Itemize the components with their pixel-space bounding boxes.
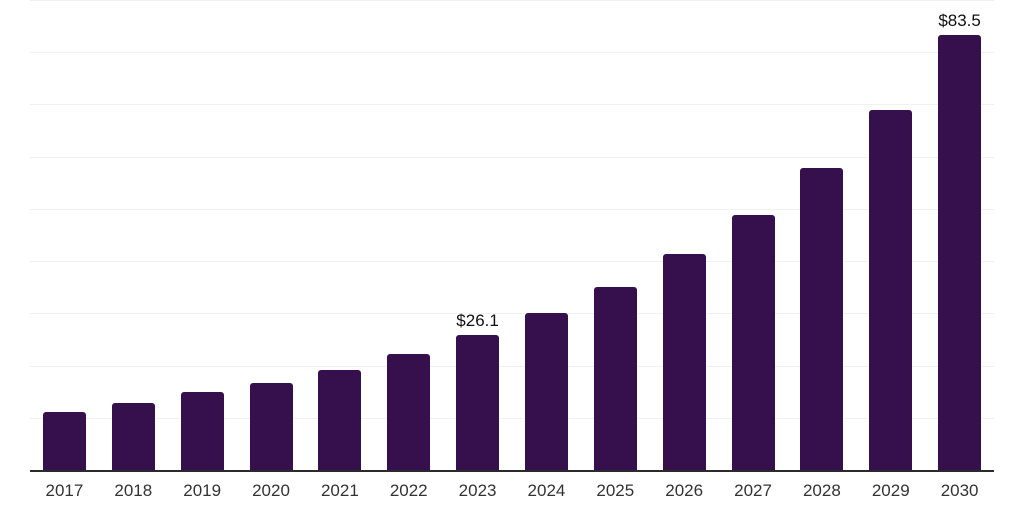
- bar-band-2029: [856, 1, 925, 471]
- bar-band-2019: [168, 1, 237, 471]
- bar-band-2017: [30, 1, 99, 471]
- bar-band-2023: $26.1: [443, 1, 512, 471]
- bar-2022: [387, 353, 431, 471]
- x-axis-line: [30, 470, 994, 472]
- x-axis-label-2025: 2025: [596, 481, 635, 500]
- x-axis-label-2022: 2022: [389, 481, 428, 500]
- bar-2020: [249, 383, 293, 471]
- gridline-30: [30, 313, 994, 315]
- x-axis-label-2029: 2029: [871, 481, 910, 500]
- gridline-40: [30, 261, 994, 263]
- x-axis-label-2023: 2023: [458, 481, 497, 500]
- x-axis-label-2020: 2020: [252, 481, 290, 500]
- bar-2026: [662, 253, 706, 471]
- value-label-2030: $83.5: [938, 10, 981, 30]
- gridline-80: [30, 52, 994, 54]
- bar-band-2028: [787, 1, 856, 471]
- bar-band-2027: [719, 1, 788, 471]
- bar-2028: [800, 168, 844, 471]
- bar-band-2030: $83.5: [925, 1, 994, 471]
- x-axis-label-2018: 2018: [114, 481, 153, 500]
- x-axis-label-2026: 2026: [665, 481, 704, 500]
- gridline-70: [30, 104, 994, 106]
- value-label-2023: $26.1: [456, 310, 499, 330]
- bar-2017: [42, 412, 86, 471]
- bar-2024: [524, 312, 568, 471]
- bar-2025: [593, 286, 637, 471]
- gridline-10: [30, 417, 994, 419]
- bar-band-2021: [305, 1, 374, 471]
- bar-band-2026: [650, 1, 719, 471]
- x-axis-label-2030: 2030: [940, 481, 979, 500]
- plot-area: $26.1 $83.5: [30, 0, 994, 472]
- x-axis-label-2019: 2019: [183, 481, 222, 500]
- bar-2030: [938, 34, 982, 471]
- bar-2023: [456, 334, 500, 471]
- bar-band-2018: [99, 1, 168, 471]
- x-axis-label-2024: 2024: [527, 481, 566, 500]
- gridline-50: [30, 208, 994, 210]
- x-axis-label-2021: 2021: [320, 481, 359, 500]
- bar-2019: [180, 391, 224, 471]
- x-axis-label-2028: 2028: [802, 481, 841, 500]
- bar-2029: [869, 109, 913, 471]
- bar-band-2020: [237, 1, 306, 471]
- x-axis-labels: 2017 2018 2019 2020 2021 2022 2023 2024 2025 2026…: [30, 481, 994, 501]
- bar-band-2022: [374, 1, 443, 471]
- bar-2027: [731, 215, 775, 471]
- bar-2018: [111, 402, 155, 471]
- bar-2021: [318, 369, 362, 471]
- x-axis-label-2017: 2017: [45, 481, 84, 500]
- gridline-90: [30, 0, 994, 1]
- bar-band-2025: [581, 1, 650, 471]
- bars-container: $26.1 $83.5: [30, 1, 994, 471]
- x-axis-label-2027: 2027: [734, 481, 772, 500]
- gridline-60: [30, 156, 994, 158]
- gridline-20: [30, 365, 994, 367]
- bar-band-2024: [512, 1, 581, 471]
